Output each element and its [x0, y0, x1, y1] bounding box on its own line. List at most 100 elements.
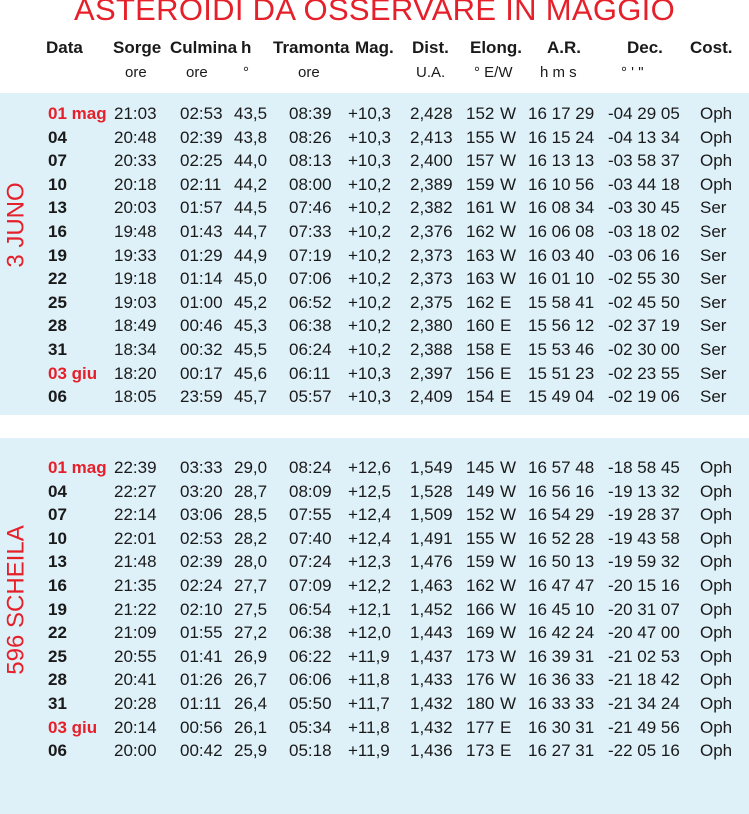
elongation-direction-cell: W — [500, 458, 517, 477]
declination-cell: -21 34 24 — [608, 694, 680, 713]
magnitude-cell: +10,2 — [348, 269, 392, 289]
date-cell: 10 — [48, 528, 67, 548]
constellation-cell: Oph — [700, 458, 733, 477]
elongation-cell: 158 — [466, 340, 495, 359]
elongation-direction-cell: W — [500, 269, 517, 289]
rise-time-cell: 20:33 — [114, 151, 157, 171]
date-cell: 16 — [48, 222, 67, 241]
distance-cell: 2,409 — [410, 387, 453, 407]
rise-time-cell: 21:35 — [114, 576, 157, 595]
section-panel-scheila: 596 SCHEILA 01 mag 22:39 03:33 29,0 08:24 +12,… — [0, 438, 749, 814]
elongation-direction-cell: W — [500, 174, 517, 194]
elongation-cell: 145 — [466, 458, 495, 477]
culmination-time-cell: 00:56 — [180, 717, 223, 737]
elongation-cell: 156 — [466, 363, 495, 383]
right-ascension-cell: 15 53 46 — [528, 340, 595, 359]
culmination-time-cell: 02:25 — [180, 151, 223, 171]
table-row: 06 20:00 00:42 25,9 05:18 +11,9 1,436 173 E 16 27… — [0, 741, 749, 765]
elongation-direction-cell: W — [500, 528, 517, 548]
constellation-cell: Oph — [700, 151, 733, 171]
column-unit: h m s — [540, 64, 577, 81]
altitude-cell: 29,0 — [234, 458, 268, 477]
set-time-cell: 06:06 — [289, 670, 332, 690]
rise-time-cell: 22:01 — [114, 528, 157, 548]
culmination-time-cell: 02:11 — [180, 174, 222, 194]
distance-cell: 2,413 — [410, 127, 453, 147]
date-cell: 22 — [48, 269, 67, 289]
distance-cell: 1,432 — [410, 694, 453, 713]
table-row: 28 20:41 01:26 26,7 06:06 +11,8 1,433 176 W 16 36… — [0, 670, 749, 694]
date-cell: 19 — [48, 599, 67, 619]
culmination-time-cell: 02:39 — [180, 552, 223, 572]
date-cell: 16 — [48, 576, 67, 595]
rise-time-cell: 18:49 — [114, 316, 157, 336]
elongation-cell: 157 — [466, 151, 495, 171]
elongation-cell: 162 — [466, 222, 495, 241]
page-title: ASTEROIDI DA OSSERVARE IN MAGGIO — [73, 0, 676, 27]
altitude-cell: 43,5 — [234, 104, 268, 123]
date-cell: 19 — [48, 245, 67, 265]
elongation-direction-cell: E — [500, 292, 512, 312]
rise-time-cell: 18:05 — [114, 387, 157, 407]
elongation-cell: 177 — [466, 717, 495, 737]
altitude-cell: 28,5 — [234, 505, 268, 525]
set-time-cell: 06:38 — [289, 316, 332, 336]
set-time-cell: 08:00 — [289, 174, 332, 194]
rise-time-cell: 21:22 — [114, 599, 157, 619]
column-unit: ore — [125, 64, 147, 81]
elongation-direction-cell: W — [500, 694, 517, 713]
distance-cell: 1,528 — [410, 481, 453, 501]
elongation-direction-cell: E — [500, 340, 512, 359]
constellation-cell: Oph — [700, 646, 733, 666]
distance-cell: 2,400 — [410, 151, 453, 171]
rise-time-cell: 18:20 — [114, 363, 157, 383]
culmination-time-cell: 01:26 — [180, 670, 223, 690]
declination-cell: -18 58 45 — [608, 458, 680, 477]
right-ascension-cell: 16 57 48 — [528, 458, 595, 477]
table-row: 31 18:34 00:32 45,5 06:24 +10,2 2,388 158 E 15 53… — [0, 340, 749, 364]
altitude-cell: 27,5 — [234, 599, 268, 619]
rise-time-cell: 20:00 — [114, 741, 157, 761]
table-row: 22 21:09 01:55 27,2 06:38 +12,0 1,443 169 W 16 42… — [0, 623, 749, 647]
date-cell: 13 — [48, 198, 67, 218]
elongation-cell: 159 — [466, 552, 495, 572]
rise-time-cell: 20:28 — [114, 694, 157, 713]
elongation-direction-cell: E — [500, 387, 512, 407]
date-cell: 31 — [48, 694, 67, 713]
table-row: 19 19:33 01:29 44,9 07:19 +10,2 2,373 163 W 16 03… — [0, 246, 749, 270]
magnitude-cell: +10,2 — [348, 174, 392, 194]
set-time-cell: 08:24 — [289, 458, 332, 477]
table-row: 25 20:55 01:41 26,9 06:22 +11,9 1,437 173 W 16 39… — [0, 647, 749, 671]
right-ascension-cell: 16 36 33 — [528, 670, 595, 690]
rise-time-cell: 22:14 — [114, 505, 157, 525]
distance-cell: 1,491 — [410, 528, 453, 548]
distance-cell: 1,437 — [410, 646, 453, 666]
elongation-cell: 161 — [466, 198, 495, 218]
date-cell: 28 — [48, 316, 67, 336]
table-row: 07 22:14 03:06 28,5 07:55 +12,4 1,509 152 W 16 54… — [0, 505, 749, 529]
rise-time-cell: 20:55 — [114, 646, 157, 666]
declination-cell: -02 23 55 — [608, 363, 680, 383]
right-ascension-cell: 16 56 16 — [528, 481, 595, 501]
set-time-cell: 05:50 — [289, 694, 332, 713]
column-header: Dist. — [412, 38, 449, 57]
date-cell: 03 giu — [48, 363, 98, 383]
declination-cell: -03 58 37 — [608, 151, 680, 171]
declination-cell: -19 59 32 — [608, 552, 680, 572]
declination-cell: -04 29 05 — [608, 104, 680, 123]
set-time-cell: 06:11 — [289, 363, 331, 383]
elongation-direction-cell: E — [500, 363, 512, 383]
set-time-cell: 08:13 — [289, 151, 332, 171]
altitude-cell: 44,5 — [234, 198, 268, 218]
right-ascension-cell: 16 03 40 — [528, 245, 595, 265]
rise-time-cell: 19:48 — [114, 222, 157, 241]
magnitude-cell: +10,3 — [348, 104, 392, 123]
magnitude-cell: +12,1 — [348, 599, 392, 619]
table-row: 16 19:48 01:43 44,7 07:33 +10,2 2,376 162 W 16 06… — [0, 222, 749, 246]
rise-time-cell: 21:03 — [114, 104, 157, 123]
elongation-direction-cell: W — [500, 576, 517, 595]
culmination-time-cell: 00:46 — [180, 316, 223, 336]
elongation-cell: 154 — [466, 387, 495, 407]
altitude-cell: 25,9 — [234, 741, 268, 761]
culmination-time-cell: 01:00 — [180, 292, 223, 312]
